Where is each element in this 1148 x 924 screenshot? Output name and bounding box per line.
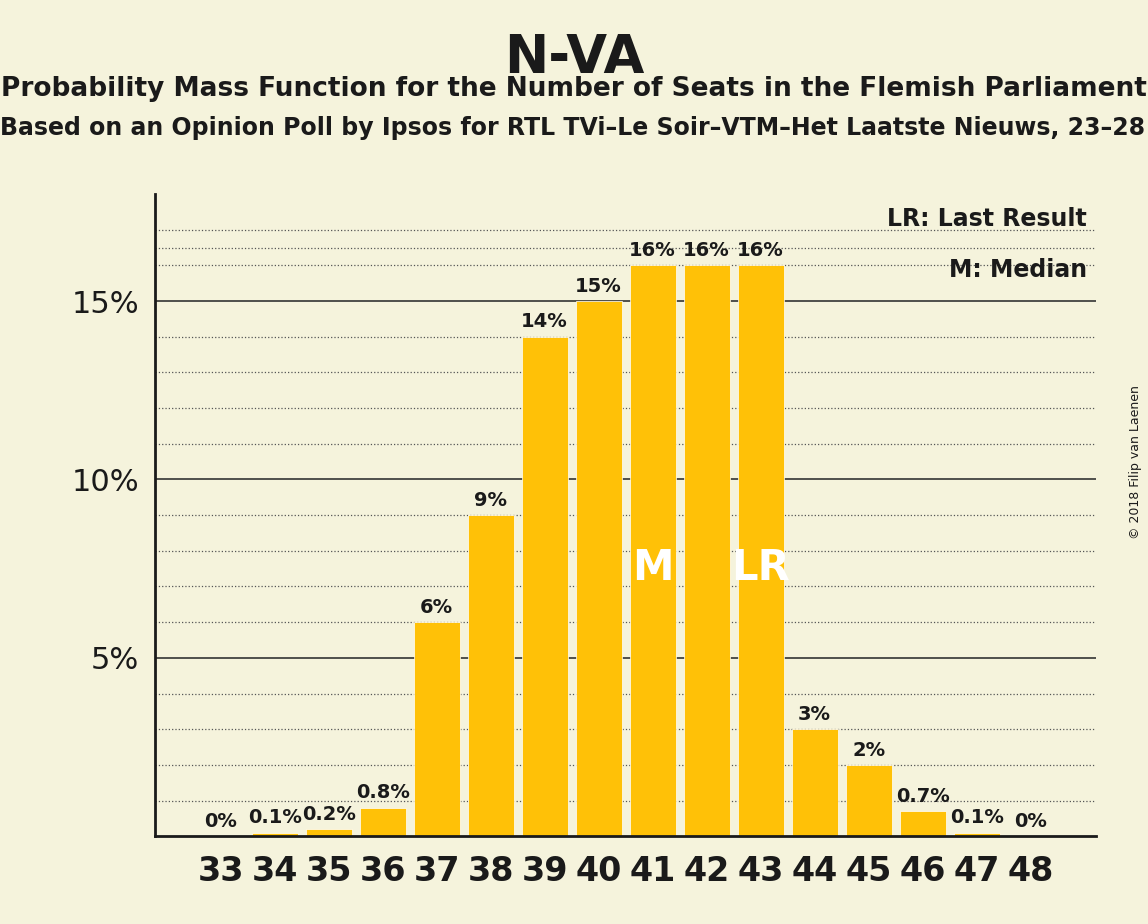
Bar xyxy=(792,729,838,836)
Bar xyxy=(900,811,946,836)
Text: 14%: 14% xyxy=(521,312,568,332)
Bar xyxy=(575,301,621,836)
Text: © 2018 Filip van Laenen: © 2018 Filip van Laenen xyxy=(1130,385,1142,539)
Text: M: M xyxy=(631,547,674,589)
Bar xyxy=(630,265,676,836)
Text: 0.1%: 0.1% xyxy=(248,808,302,827)
Text: Probability Mass Function for the Number of Seats in the Flemish Parliament: Probability Mass Function for the Number… xyxy=(1,76,1147,102)
Text: 0%: 0% xyxy=(204,812,238,831)
Text: 0.1%: 0.1% xyxy=(949,808,1003,827)
Bar xyxy=(359,808,405,836)
Bar xyxy=(521,336,567,836)
Text: 0.8%: 0.8% xyxy=(356,784,410,802)
Text: 0%: 0% xyxy=(1014,812,1047,831)
Bar xyxy=(305,829,351,836)
Bar xyxy=(413,622,459,836)
Bar xyxy=(846,765,892,836)
Bar xyxy=(251,833,297,836)
Text: 16%: 16% xyxy=(629,241,676,260)
Text: LR: LR xyxy=(731,547,790,589)
Bar xyxy=(467,516,513,836)
Bar xyxy=(738,265,784,836)
Bar xyxy=(684,265,730,836)
Text: 0.7%: 0.7% xyxy=(895,787,949,806)
Text: 3%: 3% xyxy=(798,705,831,723)
Text: 2%: 2% xyxy=(852,740,885,760)
Text: 15%: 15% xyxy=(575,276,622,296)
Text: 6%: 6% xyxy=(420,598,453,617)
Text: 9%: 9% xyxy=(474,491,507,510)
Text: 16%: 16% xyxy=(683,241,730,260)
Text: 0.2%: 0.2% xyxy=(302,805,356,823)
Text: N-VA: N-VA xyxy=(504,32,644,84)
Text: LR: Last Result: LR: Last Result xyxy=(887,207,1087,231)
Text: 16%: 16% xyxy=(737,241,784,260)
Bar xyxy=(954,833,1000,836)
Text: M: Median: M: Median xyxy=(948,258,1087,282)
Text: Based on an Opinion Poll by Ipsos for RTL TVi–Le Soir–VTM–Het Laatste Nieuws, 23: Based on an Opinion Poll by Ipsos for RT… xyxy=(0,116,1148,140)
